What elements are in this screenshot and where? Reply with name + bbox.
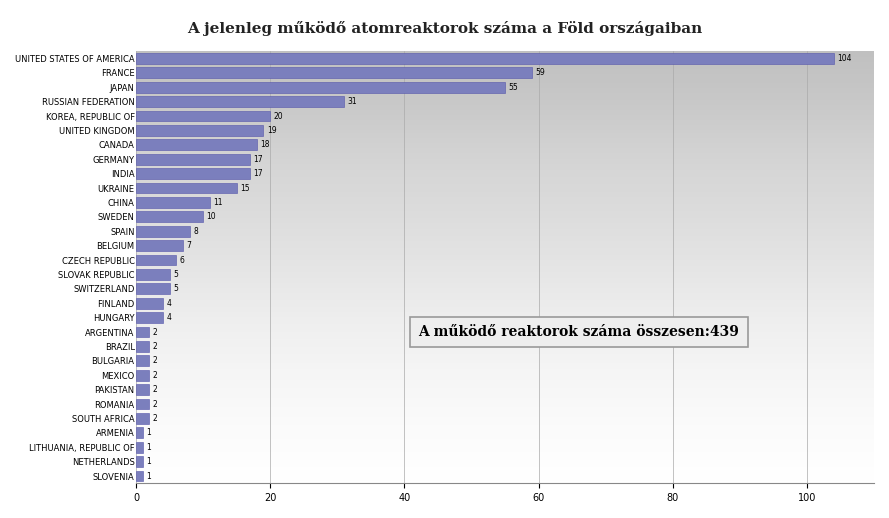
Text: 4: 4 [166, 313, 171, 322]
Text: 31: 31 [348, 97, 357, 106]
Text: A működő reaktorok száma összesen:439: A működő reaktorok száma összesen:439 [419, 325, 740, 339]
Text: 2: 2 [153, 371, 157, 380]
Bar [136, 427, 143, 438]
Text: 10: 10 [206, 212, 216, 221]
Bar [136, 125, 263, 136]
Text: 2: 2 [153, 399, 157, 409]
Bar [136, 456, 143, 467]
Bar [136, 168, 250, 179]
Bar [136, 355, 149, 366]
Bar [136, 327, 149, 337]
Bar [136, 471, 143, 481]
Bar [136, 226, 189, 237]
Text: 5: 5 [173, 284, 178, 293]
Text: A jelenleg működő atomreaktorok száma a Föld országaiban: A jelenleg működő atomreaktorok száma a … [187, 21, 702, 36]
Text: 11: 11 [213, 198, 222, 207]
Text: 6: 6 [180, 255, 185, 265]
Text: 104: 104 [837, 54, 852, 63]
Bar [136, 384, 149, 395]
Bar [136, 240, 183, 251]
Bar [136, 139, 257, 150]
Text: 19: 19 [267, 126, 276, 135]
Bar [136, 211, 203, 222]
Bar [136, 96, 344, 107]
Bar [136, 312, 163, 323]
Bar [136, 53, 834, 64]
Text: 2: 2 [153, 414, 157, 423]
Bar [136, 183, 236, 193]
Bar [136, 413, 149, 424]
Text: 4: 4 [166, 299, 171, 308]
Text: 5: 5 [173, 270, 178, 279]
Text: 8: 8 [193, 227, 197, 236]
Text: 17: 17 [253, 155, 263, 164]
Bar [136, 298, 163, 309]
Bar [136, 154, 250, 165]
Text: 1: 1 [146, 457, 151, 466]
Text: 1: 1 [146, 471, 151, 481]
Text: 18: 18 [260, 140, 269, 149]
Bar [136, 370, 149, 381]
Text: 2: 2 [153, 356, 157, 365]
Text: 7: 7 [187, 241, 191, 250]
Bar [136, 255, 176, 265]
Bar [136, 283, 170, 294]
Text: 1: 1 [146, 443, 151, 452]
Text: 2: 2 [153, 342, 157, 351]
Text: 2: 2 [153, 327, 157, 337]
Text: 15: 15 [240, 183, 250, 193]
Text: 55: 55 [509, 83, 518, 92]
Text: 1: 1 [146, 428, 151, 437]
Bar [136, 82, 505, 93]
Text: 20: 20 [274, 111, 284, 121]
Bar [136, 442, 143, 453]
Text: 17: 17 [253, 169, 263, 178]
Bar [136, 111, 270, 121]
Bar [136, 269, 170, 280]
Bar [136, 67, 532, 78]
Bar [136, 341, 149, 352]
Text: 2: 2 [153, 385, 157, 394]
Text: 59: 59 [535, 68, 545, 77]
Bar [136, 399, 149, 409]
Bar [136, 197, 210, 208]
